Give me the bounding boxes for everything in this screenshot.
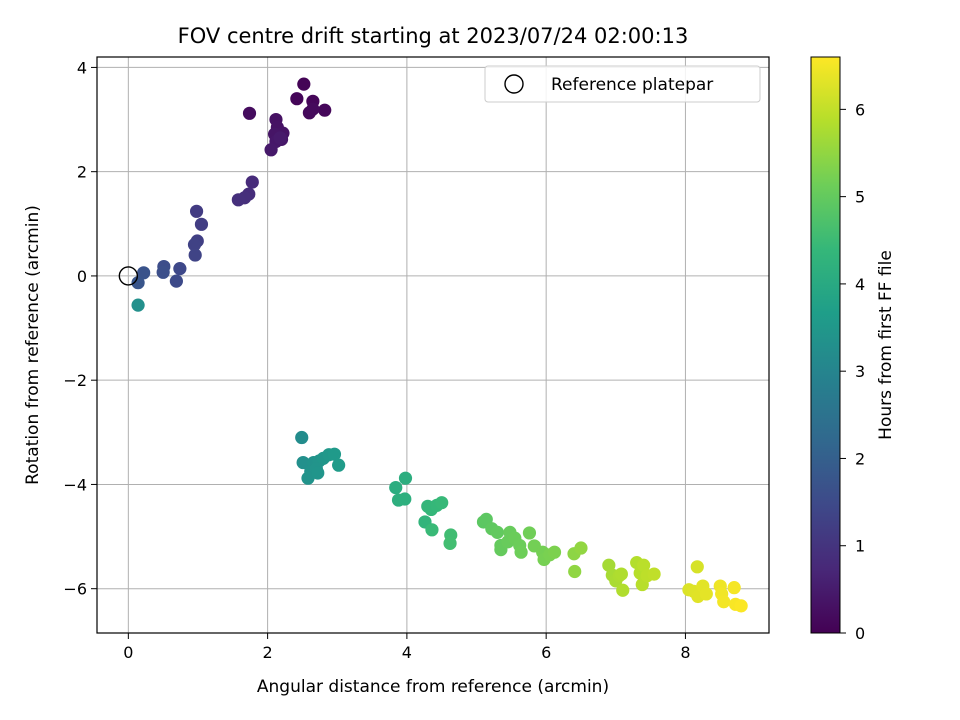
y-tick-label: 2 xyxy=(77,163,87,182)
data-point xyxy=(734,599,748,613)
data-point xyxy=(568,564,582,579)
y-tick-label: −2 xyxy=(63,371,87,390)
data-point xyxy=(443,536,457,550)
x-axis-label: Angular distance from reference (arcmin) xyxy=(257,677,609,697)
colorbar-tick-label: 5 xyxy=(855,188,865,207)
colorbar-label: Hours from first FF file xyxy=(876,250,896,440)
x-tick-label: 4 xyxy=(402,643,412,662)
data-point xyxy=(242,106,257,120)
data-point xyxy=(297,77,311,91)
legend-marker-reference xyxy=(504,74,524,94)
data-point xyxy=(699,587,713,601)
data-point xyxy=(194,217,209,231)
data-point xyxy=(231,193,245,207)
data-point xyxy=(306,102,320,116)
data-point xyxy=(616,583,630,597)
colorbar-tick-label: 2 xyxy=(855,449,865,468)
y-tick-label: −4 xyxy=(63,475,87,494)
data-point xyxy=(173,262,187,276)
colorbar-tick-label: 0 xyxy=(855,624,865,643)
data-point xyxy=(137,266,151,280)
y-axis-label: Rotation from reference (arcmin) xyxy=(23,205,43,485)
data-point xyxy=(602,558,616,572)
data-point xyxy=(490,525,505,539)
data-point xyxy=(318,103,332,117)
legend-box xyxy=(484,65,761,103)
data-point xyxy=(264,143,278,157)
y-tick-label: 0 xyxy=(77,267,87,286)
data-point xyxy=(727,581,741,595)
data-point xyxy=(717,595,731,609)
data-point xyxy=(332,458,346,472)
colorbar xyxy=(810,56,841,634)
data-point xyxy=(522,526,537,540)
data-point xyxy=(647,567,661,581)
data-point xyxy=(398,492,412,506)
data-point xyxy=(327,447,342,461)
y-tick-label: −6 xyxy=(63,580,87,599)
data-point xyxy=(398,471,413,485)
plot-frame xyxy=(96,56,770,634)
colorbar-ticks: 0 1 2 3 4 5 6 xyxy=(840,100,865,643)
data-point xyxy=(156,265,170,279)
x-tick-label: 0 xyxy=(123,643,133,662)
colorbar-tick-label: 4 xyxy=(855,275,865,294)
reference-platepar-marker xyxy=(118,266,139,286)
chart-title: FOV centre drift starting at 2023/07/24 … xyxy=(178,24,689,48)
data-point xyxy=(273,131,287,145)
data-point xyxy=(435,496,449,510)
data-point xyxy=(574,541,588,555)
data-point xyxy=(389,480,403,495)
data-point xyxy=(290,92,304,106)
data-point xyxy=(425,523,439,537)
colorbar-tick-label: 6 xyxy=(855,100,865,119)
colorbar-tick-label: 3 xyxy=(855,362,865,381)
data-point xyxy=(296,455,310,470)
data-point xyxy=(169,274,183,288)
x-tick-label: 6 xyxy=(541,643,551,662)
data-point xyxy=(295,430,309,445)
data-point xyxy=(311,466,325,480)
data-points xyxy=(118,77,748,613)
data-point xyxy=(547,545,562,559)
y-axis-ticks: −6 −4 −2 0 2 4 xyxy=(63,58,97,599)
x-tick-label: 8 xyxy=(680,643,690,662)
data-point xyxy=(301,471,315,485)
x-axis-ticks: 0 2 4 6 8 xyxy=(123,633,691,662)
data-point xyxy=(614,567,628,581)
data-point xyxy=(188,248,202,262)
data-point xyxy=(131,298,145,312)
y-tick-label: 4 xyxy=(77,58,87,77)
legend: Reference platepar xyxy=(484,65,761,103)
data-point xyxy=(514,545,528,559)
data-point xyxy=(245,175,259,189)
data-point xyxy=(637,558,651,572)
data-point xyxy=(690,560,704,574)
x-tick-label: 2 xyxy=(263,643,273,662)
data-point xyxy=(189,204,204,218)
data-point xyxy=(131,276,145,290)
colorbar-tick-label: 1 xyxy=(855,537,865,556)
legend-entry-reference: Reference platepar xyxy=(551,75,713,95)
data-point xyxy=(187,238,202,252)
